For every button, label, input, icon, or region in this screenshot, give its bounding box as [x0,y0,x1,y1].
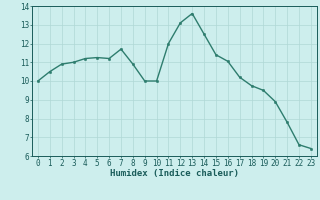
X-axis label: Humidex (Indice chaleur): Humidex (Indice chaleur) [110,169,239,178]
